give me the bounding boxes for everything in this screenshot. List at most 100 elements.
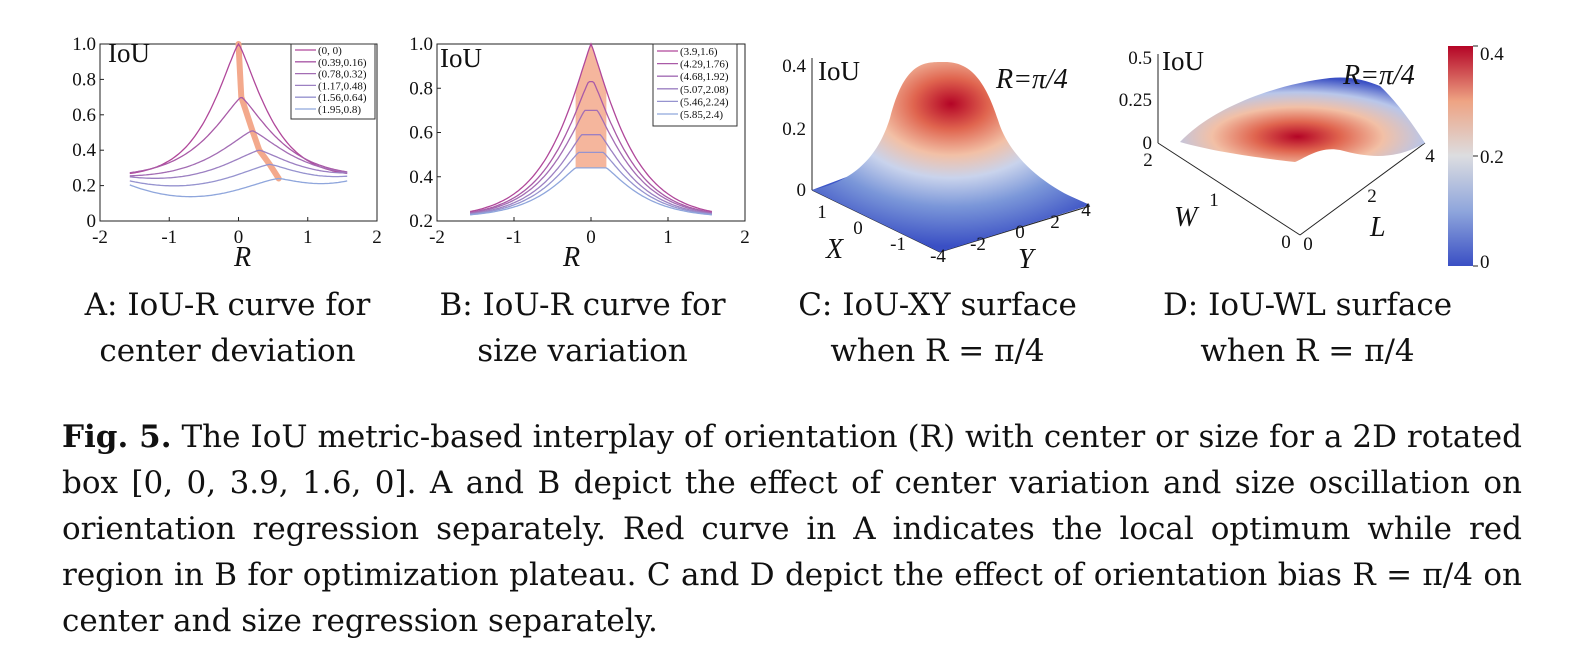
chart-a-xtick-label: 0 xyxy=(234,227,244,248)
chart-b-series-line xyxy=(470,151,712,215)
chart-a-ylabel: IoU xyxy=(108,38,150,68)
chart-b-legend-entry: (5.85,2.4) xyxy=(680,109,723,121)
chart-c-ztick-label: 0 xyxy=(797,180,807,201)
caption-c-line1: C: IoU-XY surface xyxy=(798,287,1077,323)
chart-b-plateau-region xyxy=(575,44,607,168)
chart-d-wtick-label: 1 xyxy=(1209,190,1219,211)
chart-a-xlabel: R xyxy=(233,242,251,273)
chart-d-zlabel: IoU xyxy=(1162,46,1204,76)
chart-a-ytick-label: 0.6 xyxy=(72,105,96,126)
chart-d-ztick-label: 0.5 xyxy=(1128,48,1152,69)
chart-b-legend xyxy=(652,43,738,127)
chart-d-surface xyxy=(1180,77,1425,162)
caption-c: C: IoU-XY surface when R = π/4 xyxy=(765,282,1110,374)
chart-d-wtick-label: 2 xyxy=(1143,150,1153,171)
chart-b-legend-entry: (5.07,2.08) xyxy=(680,84,729,96)
chart-b-xtick-label: 0 xyxy=(586,227,596,248)
chart-c-ytick-label: 2 xyxy=(1050,212,1060,233)
caption-b-line2: size variation xyxy=(477,333,688,369)
chart-b-ytick-label: 0.4 xyxy=(409,167,433,188)
chart-b-ytick-label: 0.8 xyxy=(409,78,433,99)
chart-c-xtick-label: 0 xyxy=(853,218,863,239)
chart-b-xtick-label: 2 xyxy=(740,227,750,248)
caption-c-line2: when R = π/4 xyxy=(830,333,1045,369)
chart-b-ytick-label: 1.0 xyxy=(409,34,433,55)
chart-c-ytick-label: -2 xyxy=(970,234,986,255)
chart-a-legend-entry: (0, 0) xyxy=(318,45,342,57)
chart-a: IoU R 00.20.40.60.81.0 -2 -1 0 1 2 (0, 0)(0.… xyxy=(72,34,382,273)
chart-d-colorbar-tick-label: 0.2 xyxy=(1480,147,1504,168)
chart-b-xtick-label: -2 xyxy=(429,227,445,248)
chart-a-local-optimum-curve xyxy=(235,41,282,182)
chart-b-legend-entry: (4.68,1.92) xyxy=(680,71,729,83)
chart-a-ytick-label: 0 xyxy=(87,211,97,232)
chart-a-ytick-label: 0.4 xyxy=(72,140,96,161)
chart-a-series-line xyxy=(129,42,348,175)
chart-c-ytick-label: 0 xyxy=(1015,222,1025,243)
chart-d-wtick-label: 0 xyxy=(1281,232,1291,253)
chart-b-ylabel: IoU xyxy=(440,43,482,73)
figure-caption-text: The IoU metric-based interplay of orient… xyxy=(62,419,1522,639)
chart-a-series-line xyxy=(129,96,348,174)
chart-b-ytick-label: 0.6 xyxy=(409,123,433,144)
chart-d-ylabel: L xyxy=(1369,212,1386,243)
chart-c-ylabel: Y xyxy=(1018,244,1037,275)
chart-c-xlabel: X xyxy=(825,234,844,265)
caption-a: A: IoU-R curve for center deviation xyxy=(55,282,400,374)
chart-a-xtick-label: 1 xyxy=(303,227,313,248)
caption-a-line1: A: IoU-R curve for xyxy=(84,287,371,323)
chart-d-ltick-label: 4 xyxy=(1425,146,1435,167)
figure-caption: Fig. 5. The IoU metric-based interplay o… xyxy=(62,414,1522,644)
chart-b-legend-entry: (3.9,1.6) xyxy=(680,46,718,58)
chart-a-ytick-label: 1.0 xyxy=(72,34,96,55)
caption-d: D: IoU-WL surface when R = π/4 xyxy=(1135,282,1480,374)
chart-c-y-axis xyxy=(939,205,1091,253)
chart-d-w-axis xyxy=(1157,142,1301,236)
chart-d-colorbar xyxy=(1448,46,1473,266)
chart-a-legend xyxy=(290,43,376,120)
chart-b: IoU R 0.20.40.60.81.0 -2 -1 0 1 2 (3.9,1.6)(… xyxy=(409,34,750,273)
chart-a-xtick-label: -1 xyxy=(161,227,177,248)
caption-a-line2: center deviation xyxy=(99,333,356,369)
chart-a-legend-entry: (1.17,0.48) xyxy=(318,80,367,92)
chart-a-legend-entry: (1.95,0.8) xyxy=(318,104,361,116)
chart-b-legend-entry: (4.29,1.76) xyxy=(680,59,729,71)
chart-d-colorbar-tick-label: 0 xyxy=(1480,252,1490,273)
chart-b-xlabel: R xyxy=(562,242,580,273)
figure-caption-label: Fig. 5. xyxy=(62,419,172,455)
chart-c-surface xyxy=(812,61,1090,252)
chart-a-ytick-label: 0.2 xyxy=(72,176,96,197)
chart-a-legend-entry: (0.39,0.16) xyxy=(318,57,367,69)
chart-a-series-line xyxy=(129,177,348,198)
caption-d-line1: D: IoU-WL surface xyxy=(1162,287,1453,323)
chart-a-legend-entry: (0.78,0.32) xyxy=(318,69,367,81)
caption-d-line2: when R = π/4 xyxy=(1200,333,1415,369)
chart-c: IoU R=π/4 X Y 00.20.410-1-4-20 24 xyxy=(782,56,1091,275)
chart-a-xtick-label: 2 xyxy=(372,227,382,248)
chart-c-ztick-label: 0.4 xyxy=(782,56,806,77)
chart-c-ytick-label: -4 xyxy=(930,246,946,267)
chart-b-series-line xyxy=(469,80,713,214)
chart-d-l-axis xyxy=(1299,142,1426,236)
chart-d-colorbar-tick-label: 0.4 xyxy=(1480,44,1504,65)
chart-d-annotation: R=π/4 xyxy=(1342,60,1415,91)
chart-b-series-line xyxy=(470,167,712,216)
chart-c-xtick-label: 1 xyxy=(817,202,827,223)
chart-a-series-line xyxy=(129,130,348,177)
chart-c-ztick-label: 0.2 xyxy=(782,119,806,140)
chart-d-ztick-label: 0 xyxy=(1143,133,1153,154)
chart-a-ytick-label: 0.8 xyxy=(72,69,96,90)
chart-a-xtick-label: -2 xyxy=(92,227,108,248)
figure-panels: IoU R 00.20.40.60.81.0 -2 -1 0 1 2 (0, 0)(0.… xyxy=(72,34,1505,275)
chart-c-ytick-label: 4 xyxy=(1081,200,1091,221)
chart-b-series-line xyxy=(469,42,713,213)
chart-c-annotation: R=π/4 xyxy=(995,64,1068,95)
chart-a-series-line xyxy=(129,149,348,179)
chart-b-ytick-label: 0.2 xyxy=(409,211,433,232)
chart-d-xlabel: W xyxy=(1174,202,1200,233)
chart-b-xtick-label: 1 xyxy=(663,227,673,248)
chart-d-ltick-label: 2 xyxy=(1367,186,1377,207)
chart-b-series-line xyxy=(470,134,712,215)
chart-c-xtick-label: -1 xyxy=(890,234,906,255)
